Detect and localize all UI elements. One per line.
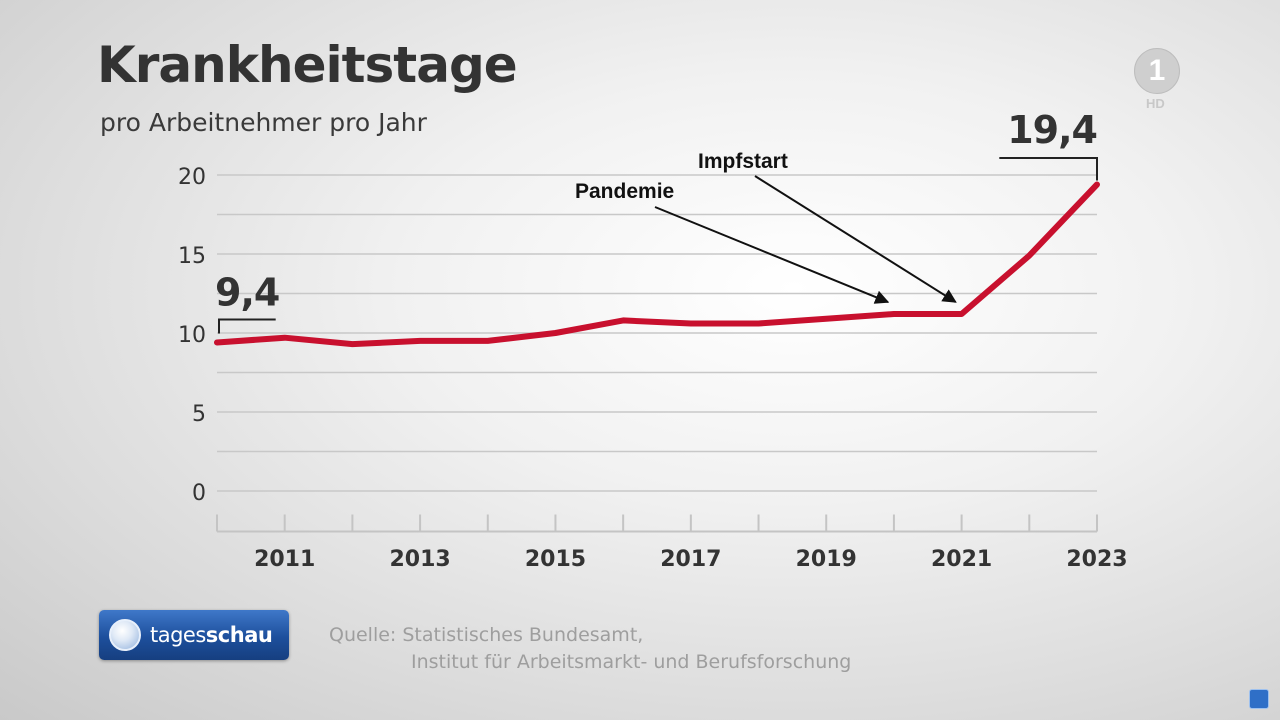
callout-bracket-start — [218, 318, 276, 334]
ard-one-icon: 1 — [1134, 48, 1180, 94]
x-tick-label: 2023 — [1066, 547, 1127, 572]
data-point — [824, 316, 829, 321]
data-point — [891, 311, 897, 317]
x-tick-label: 2017 — [660, 547, 721, 572]
data-point — [688, 321, 694, 326]
data-point — [756, 321, 761, 326]
source-note: Quelle: Statistisches Bundesamt, Institu… — [329, 622, 851, 676]
source-line-2: Institut für Arbeitsmarkt- und Berufsfor… — [411, 651, 852, 673]
data-point — [214, 340, 220, 345]
y-tick-label: 5 — [192, 402, 206, 427]
y-tick-label: 10 — [178, 323, 206, 348]
x-tick-label: 2011 — [254, 547, 315, 572]
info-icon[interactable] — [1249, 689, 1269, 709]
hd-badge: HD — [1146, 96, 1165, 111]
page-title: Krankheitstage — [97, 36, 518, 94]
annotation-arrow — [654, 206, 890, 304]
x-tick-label: 2021 — [931, 547, 992, 572]
x-tick-label: 2013 — [389, 547, 450, 572]
tagesschau-logo: tagesschau — [99, 610, 289, 660]
x-tick-label: 2019 — [796, 547, 857, 572]
y-tick-label: 0 — [192, 481, 206, 506]
series-line — [214, 181, 1100, 348]
x-tick-label: 2015 — [525, 547, 586, 572]
data-point — [282, 335, 287, 340]
data-point — [620, 318, 626, 323]
channel-logo: 1 HD — [1134, 48, 1180, 111]
page-subtitle: pro Arbeitnehmer pro Jahr — [100, 108, 427, 137]
globe-icon — [109, 619, 141, 651]
channel-logo-symbol: 1 — [1148, 54, 1166, 87]
callout-label-start: 9,4 — [215, 270, 279, 314]
brand-name-light: tages — [150, 623, 206, 647]
data-point — [1027, 253, 1032, 258]
y-tick-label: 15 — [178, 244, 206, 269]
brand-name-bold: schau — [205, 623, 273, 647]
source-line-1: Quelle: Statistisches Bundesamt, — [329, 624, 644, 646]
data-point — [1094, 182, 1100, 187]
y-tick-label: 20 — [178, 165, 206, 190]
data-point — [417, 338, 423, 344]
callout-bracket-end — [999, 157, 1098, 181]
data-point — [959, 311, 964, 317]
annotation-arrow — [754, 175, 957, 303]
data-point — [350, 341, 355, 347]
callout-label-end: 19,4 — [1007, 108, 1097, 152]
data-point — [553, 330, 558, 336]
annotation-label: Pandemie — [575, 180, 674, 203]
annotation-label: Impfstart — [698, 150, 788, 173]
data-point — [485, 338, 490, 344]
brand-wordmark: tagesschau — [150, 623, 273, 647]
